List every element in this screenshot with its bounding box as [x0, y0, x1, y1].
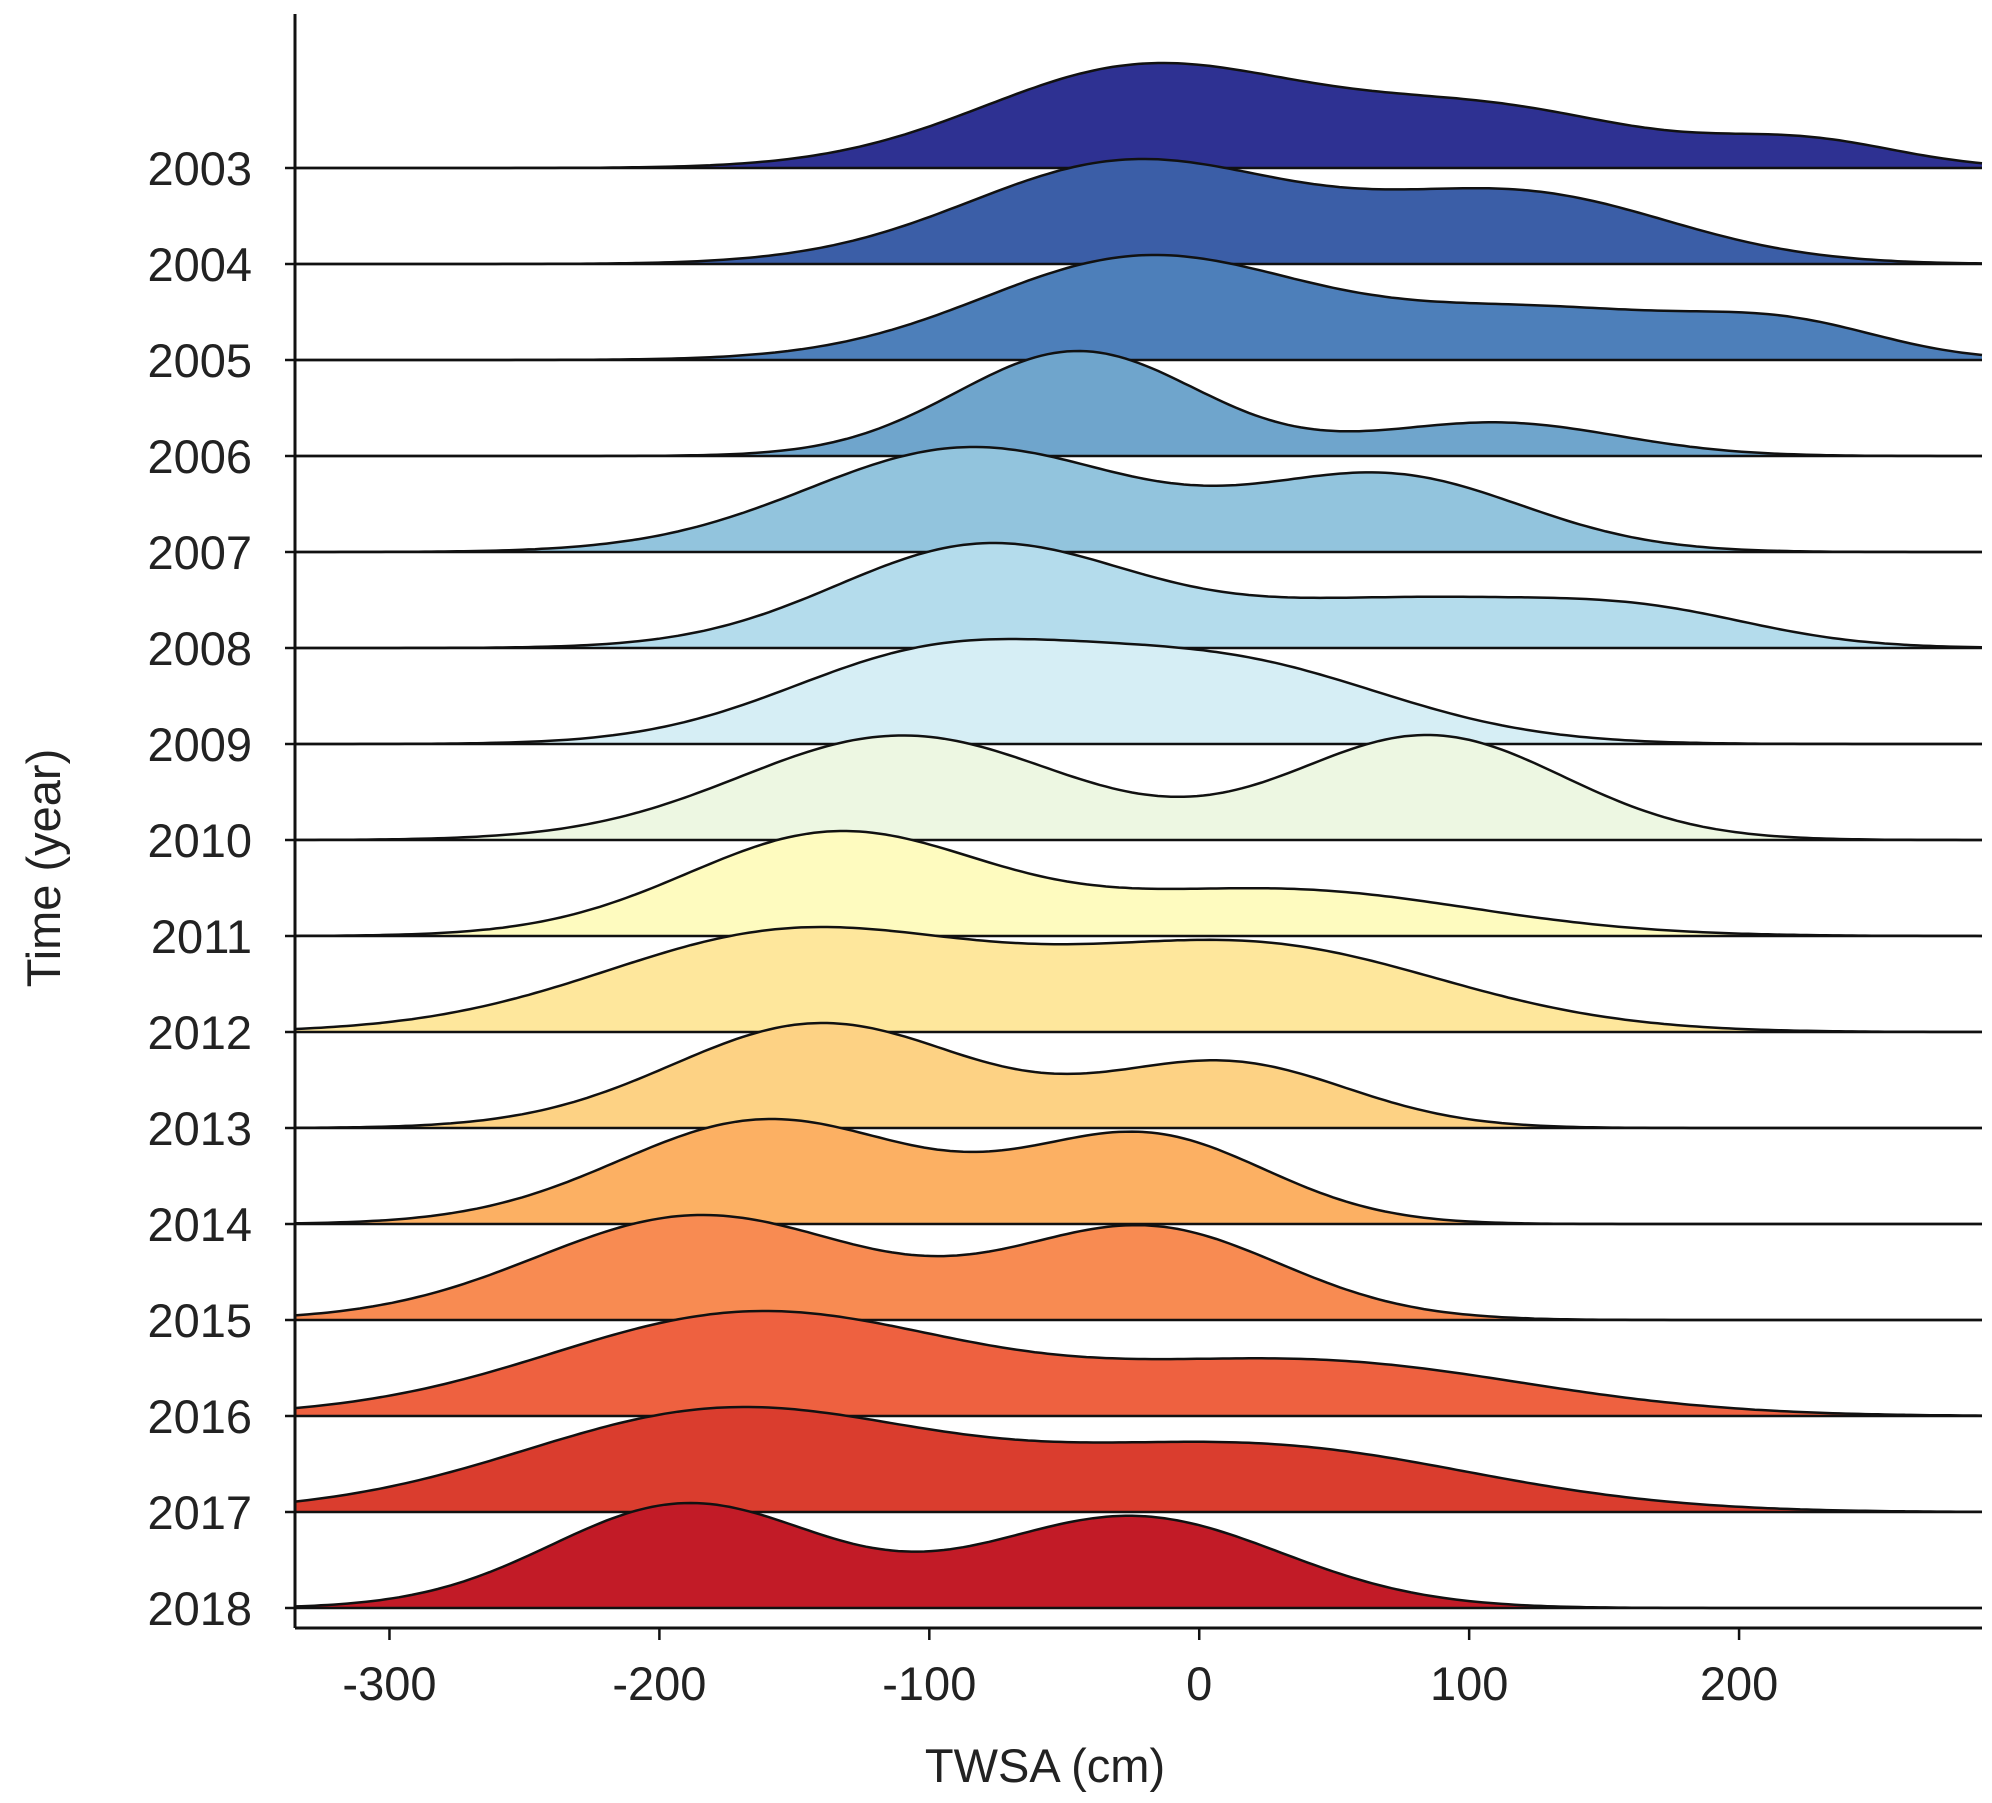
ridge-area-2018 — [295, 1503, 1982, 1608]
ridge-area-2008 — [295, 543, 1982, 648]
ridge-area-2012 — [295, 927, 1982, 1032]
ridge-area-2006 — [295, 351, 1982, 456]
ridge-outline-2015 — [294, 1213, 1982, 1322]
ridge-outline-2010 — [295, 733, 1982, 842]
y-tick-label-2018: 2018 — [147, 1582, 252, 1635]
ridge-outline-2005 — [295, 253, 1983, 362]
y-ticks-group: 2003 2004 2005 2006 2007 2008 2009 2010 2011 2012… — [147, 142, 295, 1635]
y-tick-label-2017: 2017 — [147, 1486, 252, 1539]
ridge-2018 — [294, 1501, 1982, 1610]
y-tick-label-2012: 2012 — [147, 1006, 252, 1059]
ridge-2007 — [295, 445, 1982, 554]
y-tick-label-2014: 2014 — [147, 1198, 252, 1251]
ridge-2017 — [294, 1405, 1982, 1514]
ridge-area-2017 — [295, 1407, 1982, 1512]
ridge-area-2005 — [295, 255, 1982, 360]
ridge-area-2013 — [295, 1023, 1982, 1128]
ridge-2011 — [294, 829, 1983, 938]
ridge-outline-2011 — [294, 829, 1983, 938]
y-tick-label-2013: 2013 — [147, 1102, 252, 1155]
ridge-outline-2012 — [294, 925, 1982, 1034]
y-tick-label-2006: 2006 — [147, 430, 252, 483]
ridge-area-2015 — [295, 1215, 1982, 1320]
ridge-outline-2016 — [294, 1309, 1983, 1417]
y-tick-label-2008: 2008 — [147, 622, 252, 675]
x-tick-label-0: 0 — [1186, 1657, 1212, 1710]
ridge-2014 — [294, 1117, 1982, 1226]
y-tick-label-2011: 2011 — [151, 910, 252, 963]
ridge-2012 — [294, 925, 1982, 1034]
y-tick-label-2003: 2003 — [147, 142, 252, 195]
ridge-area-2007 — [295, 447, 1982, 552]
ridge-outline-2007 — [295, 445, 1982, 554]
ridge-area-2003 — [295, 63, 1982, 168]
ridges-group — [294, 61, 1983, 1610]
y-tick-label-2009: 2009 — [147, 718, 252, 771]
ridge-2005 — [295, 253, 1983, 362]
x-tick-label--200: -200 — [612, 1657, 706, 1710]
ridge-outline-2018 — [294, 1501, 1982, 1610]
ridge-2013 — [295, 1021, 1982, 1130]
ridge-outline-2008 — [295, 541, 1983, 650]
ridge-outline-2014 — [294, 1117, 1982, 1226]
axes-group — [293, 14, 1982, 1630]
ridge-area-2011 — [295, 831, 1982, 936]
ridge-2015 — [294, 1213, 1982, 1322]
ridge-area-2004 — [295, 159, 1982, 264]
ridge-2003 — [295, 61, 1983, 170]
y-tick-label-2005: 2005 — [147, 334, 252, 387]
y-axis-title: Time (year) — [17, 749, 70, 988]
ridge-outline-2017 — [294, 1405, 1982, 1514]
x-tick-label-200: 200 — [1700, 1657, 1778, 1710]
ridge-outline-2004 — [295, 157, 1983, 266]
ridge-2006 — [295, 349, 1982, 458]
ridge-area-2014 — [295, 1119, 1982, 1224]
ridge-outline-2006 — [295, 349, 1982, 458]
ridge-2016 — [294, 1309, 1983, 1418]
ridge-outline-2013 — [295, 1021, 1982, 1130]
y-tick-label-2010: 2010 — [147, 814, 252, 867]
ridge-area-2010 — [295, 735, 1982, 840]
y-tick-label-2016: 2016 — [147, 1390, 252, 1443]
y-tick-label-2007: 2007 — [147, 526, 252, 579]
x-tick-label--300: -300 — [342, 1657, 436, 1710]
x-tick-label-100: 100 — [1430, 1657, 1508, 1710]
ridge-outline-2003 — [295, 61, 1983, 170]
ridge-area-2009 — [295, 639, 1982, 744]
ridge-2008 — [295, 541, 1983, 650]
x-axis-title: TWSA (cm) — [925, 1739, 1165, 1792]
x-tick-label--100: -100 — [882, 1657, 976, 1710]
y-tick-label-2004: 2004 — [147, 238, 252, 291]
x-ticks-group: -300 -200 -100 0 100 200 — [342, 1628, 1778, 1710]
ridge-2004 — [295, 157, 1983, 266]
ridge-2010 — [295, 733, 1982, 842]
y-tick-label-2015: 2015 — [147, 1294, 252, 1347]
ridge-outline-2009 — [295, 637, 1982, 746]
ridge-2009 — [295, 637, 1982, 746]
ridge-area-2016 — [295, 1311, 1982, 1416]
